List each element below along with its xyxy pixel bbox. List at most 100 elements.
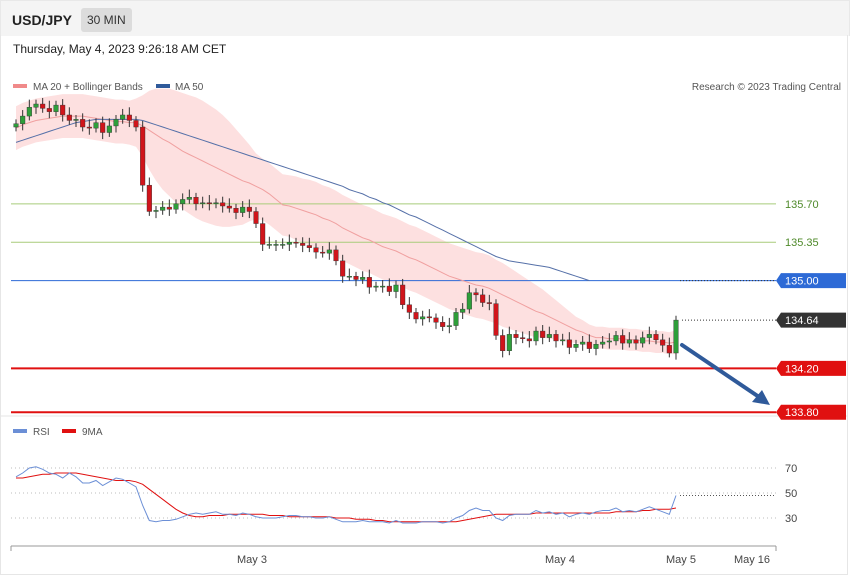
candle-body — [46, 108, 52, 112]
rsi-line — [15, 466, 677, 524]
candle-body — [140, 126, 146, 186]
rsi-tick-label: 70 — [785, 463, 797, 475]
candle-body — [380, 285, 386, 288]
candle-body — [620, 335, 626, 344]
x-tick-label: May 5 — [666, 554, 696, 566]
candle-body — [660, 339, 666, 346]
rsi-ma-line — [16, 472, 677, 523]
candle-body — [253, 211, 259, 224]
level-tag-1: 135.35 — [785, 237, 819, 249]
candle-body — [453, 312, 459, 326]
candle-body — [573, 344, 579, 348]
candle-body — [446, 325, 452, 327]
bollinger-band — [16, 88, 676, 355]
candle-body — [400, 284, 406, 305]
candle-body — [520, 337, 526, 339]
candle-body — [533, 330, 539, 342]
candle-body — [173, 203, 179, 210]
price-tags: 135.70 135.35 135.00 134.64 134.20 133.80 — [776, 199, 846, 420]
legend-label-rsi: RSI — [33, 427, 50, 438]
candle-body — [180, 199, 186, 205]
legend-swatch-ma20 — [13, 84, 27, 88]
candle-body — [420, 316, 426, 320]
candle-body — [626, 339, 632, 344]
candle-body — [60, 104, 66, 116]
level-tag-bg-5 — [776, 404, 846, 420]
level-tag-bg-4 — [776, 360, 846, 376]
candle-body — [280, 244, 286, 246]
candle-body — [386, 285, 392, 292]
level-tag-4: 134.20 — [785, 363, 819, 375]
candle-body — [553, 334, 559, 342]
candle-body — [273, 244, 279, 246]
candle-body — [40, 103, 46, 109]
x-tick-label: May 4 — [545, 554, 575, 566]
x-tick-label: May 16 — [734, 554, 770, 566]
candle-body — [166, 206, 172, 210]
candle-body — [613, 335, 619, 342]
candle-body — [80, 119, 86, 128]
chart-datetime: Thursday, May 4, 2023 9:26:18 AM CET — [13, 42, 227, 56]
candle-body — [406, 304, 412, 313]
candle-body — [106, 125, 112, 133]
candle-body — [133, 120, 139, 128]
forecast-arrow — [680, 343, 770, 405]
rsi-legend: RSI 9MA — [13, 427, 103, 438]
candle-body — [353, 276, 359, 280]
timeframe-button[interactable]: 30 MIN — [81, 8, 132, 32]
level-tag-2: 135.00 — [785, 276, 819, 288]
candle-body — [373, 285, 379, 288]
credit-text: Research © 2023 Trading Central — [692, 82, 841, 93]
chart-frame — [0, 35, 848, 575]
candle-body — [486, 302, 492, 304]
legend-swatch-ma50 — [156, 84, 170, 88]
candle-body — [600, 341, 606, 345]
level-tag-0: 135.70 — [785, 199, 819, 211]
candle-body — [500, 335, 506, 352]
candle-body — [146, 184, 152, 212]
candle-body — [226, 205, 232, 209]
candle-body — [560, 339, 566, 342]
level-tag-bg-2 — [776, 273, 846, 289]
candle-body — [320, 251, 326, 254]
candle-body — [366, 277, 372, 288]
legend-label-rsi-ma: 9MA — [82, 427, 103, 438]
candle-body — [260, 223, 266, 245]
candle-body — [593, 344, 599, 349]
x-tick-label: May 3 — [237, 554, 267, 566]
candle-body — [13, 123, 19, 128]
candle-body — [120, 114, 126, 120]
candle-body — [653, 334, 659, 341]
candle-body — [113, 119, 119, 127]
moving-averages — [15, 115, 677, 344]
candle-body — [673, 319, 679, 354]
candle-body — [340, 260, 346, 277]
level-tag-3: 134.64 — [785, 315, 819, 327]
candle-body — [293, 242, 299, 244]
candle-body — [326, 249, 332, 254]
candle-body — [546, 334, 552, 338]
candle-body — [646, 334, 652, 338]
candle-body — [93, 122, 99, 129]
candle-body — [640, 337, 646, 344]
candle-body — [306, 245, 312, 248]
candle-body — [566, 339, 572, 348]
legend-swatch-rsi-ma — [62, 429, 76, 433]
rsi-tick-label: 50 — [785, 488, 797, 500]
candle-body — [186, 197, 192, 200]
candle-body — [666, 345, 672, 354]
legend-label-ma50: MA 50 — [175, 82, 204, 93]
candle-body — [240, 206, 246, 213]
level-tag-bg-3 — [776, 312, 846, 328]
candle-body — [393, 284, 399, 292]
candle-body — [466, 292, 472, 310]
candle-body — [213, 202, 219, 205]
candle-body — [540, 330, 546, 338]
candle-body — [286, 242, 292, 245]
candle-body — [586, 341, 592, 349]
rsi-panel: 30 50 70 — [11, 463, 797, 525]
candle-body — [433, 317, 439, 323]
candle-body — [26, 107, 32, 117]
legend-swatch-rsi — [13, 429, 27, 433]
